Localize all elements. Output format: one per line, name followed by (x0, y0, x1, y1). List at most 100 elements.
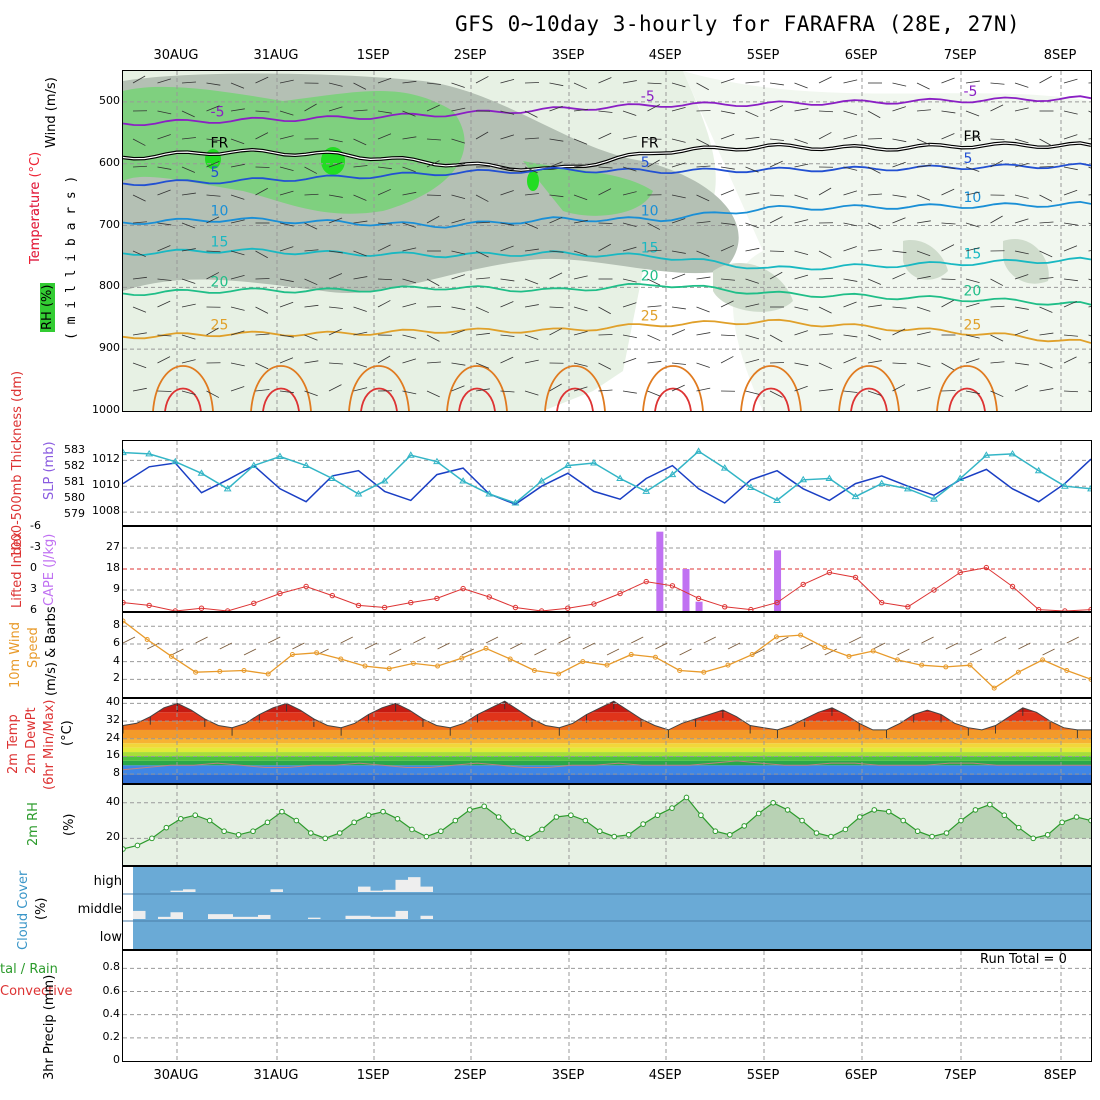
wind-barb (965, 136, 980, 140)
wind-barb-10m (219, 642, 233, 650)
lifted-index-point (800, 581, 806, 588)
wind-speed-point (556, 671, 562, 677)
contour-label: 25 (641, 308, 659, 324)
rh-point (177, 815, 184, 822)
wind-barb (157, 300, 171, 308)
wind-barb (843, 246, 857, 252)
rh-point (1088, 817, 1091, 824)
wind-barb (255, 362, 269, 370)
wind-barb (1063, 166, 1078, 171)
wind-barb (794, 385, 808, 392)
wind-speed-point (338, 656, 344, 662)
wind-barb (279, 222, 294, 227)
wind-barb (402, 278, 417, 284)
wind-barb (377, 244, 391, 252)
wind-barb (843, 79, 858, 84)
wind-barb (1014, 362, 1029, 366)
contour-label: 5 (963, 151, 972, 167)
rh-point (134, 842, 141, 849)
rh-point (206, 817, 213, 824)
lifted-index-point (1035, 606, 1042, 611)
rh-shade-green (123, 86, 465, 214)
temp-panel (122, 698, 1092, 784)
wind-barb (794, 82, 808, 89)
wind-barb (647, 104, 661, 112)
surface-temp-contour (850, 387, 888, 411)
wind-barb (1063, 189, 1078, 196)
wind-barb (475, 194, 489, 202)
lifted-index-point (826, 569, 833, 576)
thickness-point (459, 477, 467, 484)
thickness-point (930, 495, 938, 502)
wind-barb (720, 244, 734, 252)
surface-temp-contour (740, 365, 802, 411)
rh-point (510, 828, 516, 835)
wind-barb (818, 76, 832, 84)
wind-barb (524, 193, 539, 196)
y-tick-label: 1000 (92, 403, 120, 416)
wind-speed-point (773, 634, 779, 640)
wind-barb (475, 277, 490, 280)
wind-barb (426, 390, 440, 398)
date-label-bottom: 3SEP (551, 1068, 585, 1083)
dewpoint-line (123, 760, 1091, 771)
wind-speed-point (943, 664, 949, 670)
contour-label: -5 (641, 89, 655, 105)
wind-barb (745, 390, 760, 395)
wind-barb (451, 218, 466, 224)
wind-speed-point (798, 632, 804, 638)
wind-barb (255, 132, 269, 140)
temp2m-label: 2m Temp (6, 714, 21, 774)
rh-point (871, 807, 878, 813)
wind-barb (1063, 222, 1078, 226)
wind-speed-point (1015, 669, 1021, 675)
wind-barb (500, 222, 515, 226)
cape-panel (122, 526, 1092, 612)
thickness-point (1034, 466, 1043, 474)
rh-point (123, 846, 126, 852)
wind-barb (622, 390, 637, 394)
wind-barb (304, 360, 319, 364)
wind-barb (132, 276, 147, 280)
wind-barb (181, 166, 196, 173)
wind-barb (916, 386, 931, 392)
wind-speed-point (725, 662, 731, 668)
rh-point (770, 799, 776, 806)
wind-barb (475, 221, 491, 224)
wind-barb (892, 82, 907, 87)
rh-point (250, 828, 256, 835)
wind-speed-point (1064, 667, 1070, 673)
wind-barb (328, 250, 343, 254)
wind-barb (696, 362, 710, 368)
wind-barb (916, 164, 931, 168)
wind-barb (549, 306, 564, 309)
cloud-level-low: low (99, 930, 122, 945)
thickness-point (302, 461, 311, 469)
thickness-point (223, 484, 232, 492)
rh2m-label: 2m RH (26, 802, 41, 846)
li-tick: 6 (30, 603, 37, 616)
rh-point (221, 828, 227, 835)
wind-barb (451, 138, 466, 144)
lifted-index-point (146, 602, 152, 609)
lifted-index-point (224, 608, 231, 611)
wind-barb (916, 331, 931, 336)
wind-barb (696, 387, 711, 392)
wind-barb (328, 162, 343, 168)
thickness-tick: 582 (64, 458, 85, 472)
rh-point (987, 801, 993, 808)
contour-label: 5 (211, 165, 220, 181)
wind-barb (671, 384, 685, 392)
wind-barb (132, 387, 147, 392)
rh-point (900, 817, 906, 824)
temperature-contour--5 (123, 95, 1091, 127)
slp-label: SLP (mb) (42, 441, 57, 500)
wind-barb (500, 301, 514, 308)
wind-barb (549, 272, 563, 280)
date-label-top: 30AUG (153, 48, 199, 63)
wind-barb (157, 222, 172, 226)
wind-barb (696, 138, 710, 146)
rh-point (466, 807, 473, 813)
wind-barb-10m (872, 642, 886, 650)
cloud-high-bar (395, 879, 408, 892)
